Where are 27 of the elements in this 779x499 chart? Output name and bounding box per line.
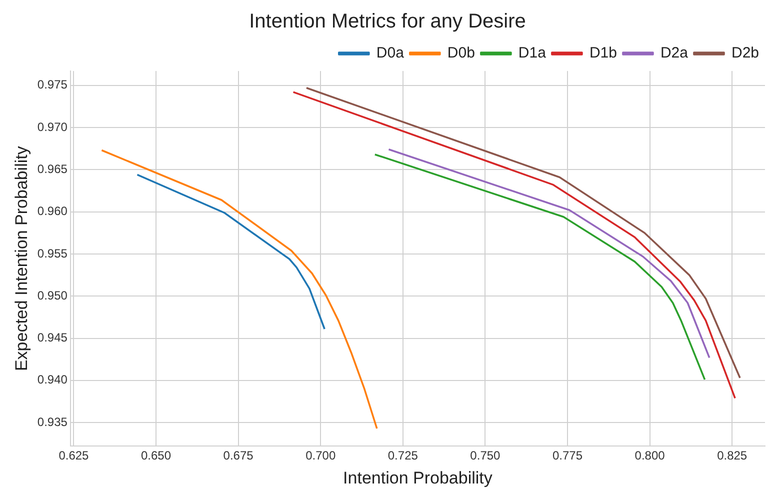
x-tick-label: 0.700	[306, 448, 336, 463]
x-tick-label: 0.800	[634, 448, 666, 463]
legend-label: D0b	[447, 44, 475, 62]
y-tick-label: 0.935	[37, 414, 68, 429]
x-tick-label: 0.625	[58, 448, 90, 463]
y-tick-label: 0.955	[37, 246, 68, 260]
y-tick-label: 0.960	[37, 204, 68, 218]
x-tick-label: 0.775	[552, 448, 583, 463]
y-tick-label: 0.970	[37, 120, 68, 134]
legend-label: D1b	[589, 44, 617, 62]
y-tick-label: 0.945	[37, 330, 68, 345]
legend-label: D2b	[731, 44, 760, 62]
x-axis-title: Intention Probability	[343, 468, 493, 488]
chart-title: Intention Metrics for any Desire	[249, 10, 526, 33]
y-axis-title: Expected Intention Probability	[12, 146, 31, 372]
legend-label: D1a	[518, 44, 547, 62]
y-tick-label: 0.975	[37, 78, 68, 92]
x-tick-label: 0.750	[470, 448, 501, 463]
x-tick-label: 0.675	[223, 448, 254, 463]
y-tick-label: 0.965	[37, 162, 68, 176]
x-tick-label: 0.650	[141, 448, 172, 463]
legend-label: D0a	[376, 44, 405, 62]
y-tick-label: 0.940	[37, 372, 68, 387]
y-tick-label: 0.950	[37, 288, 68, 302]
x-tick-label: 0.725	[388, 448, 418, 463]
legend-label: D2a	[660, 44, 689, 62]
x-tick-label: 0.825	[717, 448, 748, 463]
